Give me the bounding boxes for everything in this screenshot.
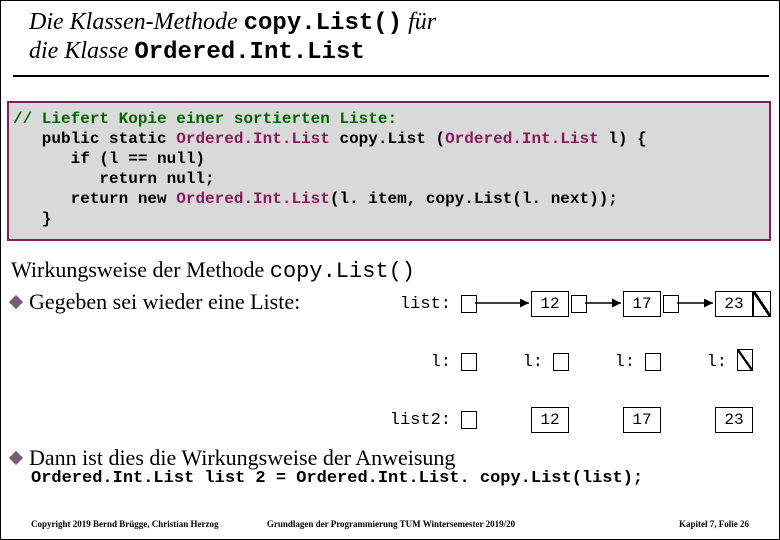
code-l3: if (l == null)	[13, 150, 205, 168]
title-text-2: für	[402, 9, 436, 35]
code-l4: return null;	[13, 170, 215, 188]
code-l2b: Ordered.Int.List	[176, 130, 330, 148]
slide: Die Klassen-Methode copy.List() für die …	[0, 0, 780, 540]
node-12: 12	[531, 291, 569, 317]
code-l2a: public static	[13, 130, 176, 148]
linked-list-diagram: list: 12 17 23 l: l: l: l: list2: 12 17 …	[1, 291, 780, 451]
bullet-2: Dann ist dies die Wirkungsweise der Anwe…	[11, 445, 455, 471]
label-list2: list2:	[371, 411, 451, 430]
ptr-list2	[461, 411, 477, 429]
code-l2d: Ordered.Int.List	[445, 130, 599, 148]
slide-title: Die Klassen-Methode copy.List() für die …	[29, 9, 759, 66]
ptr-12	[571, 295, 587, 313]
label-l-1: l:	[421, 353, 451, 372]
footer-page: Kapitel 7, Folie 26	[679, 519, 749, 529]
node2-23: 23	[715, 407, 753, 433]
subheading: Wirkungsweise der Methode copy.List()	[11, 257, 415, 284]
code-block: // Liefert Kopie einer sortierten Liste:…	[7, 101, 771, 241]
code-l5a: return new	[13, 190, 176, 208]
code-l2c: copy.List (	[330, 130, 445, 148]
code-l6: }	[13, 210, 51, 228]
label-list: list:	[381, 295, 451, 314]
ptr-l2	[553, 353, 569, 371]
title-text-3: die Klasse	[29, 38, 134, 64]
ptr-17	[663, 295, 679, 313]
node-23: 23	[715, 291, 753, 317]
title-text-1: Die Klassen-Methode	[29, 9, 244, 35]
footer-course: Grundlagen der Programmierung TUM Winter…	[1, 519, 780, 529]
ptr-l1	[461, 353, 477, 371]
label-l-4: l:	[697, 353, 727, 372]
subhead-b: copy.List()	[270, 259, 415, 284]
statement-code: Ordered.Int.List list 2 = Ordered.Int.Li…	[31, 469, 643, 488]
title-underline	[13, 75, 769, 77]
node-17: 17	[623, 291, 661, 317]
code-l5c: (l. item, copy.List(l. next));	[330, 190, 618, 208]
null-23	[753, 291, 771, 317]
code-comment: // Liefert Kopie einer sortierten Liste:	[13, 110, 397, 128]
subhead-a: Wirkungsweise der Methode	[11, 257, 270, 282]
code-l2e: l) {	[599, 130, 647, 148]
code-l5b: Ordered.Int.List	[176, 190, 330, 208]
ptr-l3	[645, 353, 661, 371]
node2-17: 17	[623, 407, 661, 433]
bullet-icon-2	[9, 451, 23, 465]
title-code-2: Ordered.Int.List	[134, 39, 364, 66]
ptr-l-null	[737, 349, 753, 371]
bullet-2-text: Dann ist dies die Wirkungsweise der Anwe…	[29, 445, 455, 470]
label-l-2: l:	[513, 353, 543, 372]
node2-12: 12	[531, 407, 569, 433]
label-l-3: l:	[605, 353, 635, 372]
title-code-1: copy.List()	[244, 10, 402, 37]
ptr-list	[461, 295, 477, 313]
